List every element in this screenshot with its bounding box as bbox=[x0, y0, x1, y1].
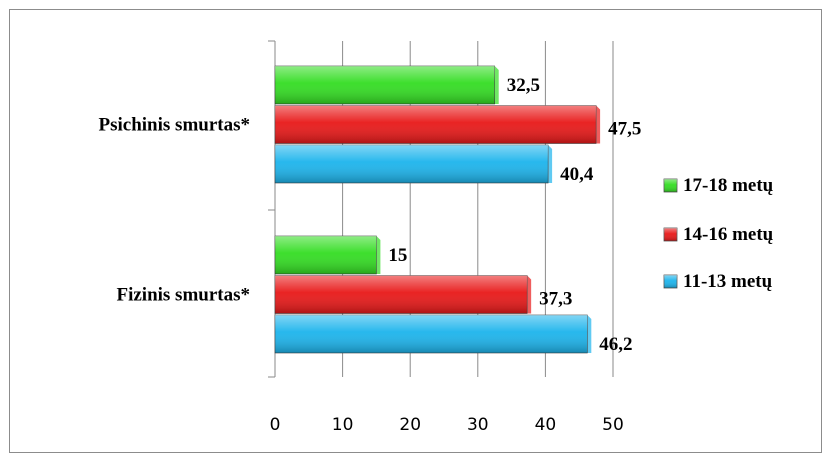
x-tick-label: 50 bbox=[602, 415, 624, 435]
bar-shading bbox=[275, 66, 495, 104]
legend-label: 11-13 metų bbox=[683, 271, 773, 292]
data-label: 40,4 bbox=[560, 164, 594, 185]
data-label: 47,5 bbox=[608, 119, 641, 140]
bar-side bbox=[527, 275, 532, 314]
bar-shading bbox=[275, 105, 597, 144]
x-tick-label: 0 bbox=[270, 415, 281, 435]
legend-label: 17-18 metų bbox=[683, 175, 774, 196]
legend-swatch-shading bbox=[664, 179, 677, 192]
bar-side bbox=[596, 105, 601, 144]
legend-swatch-shading bbox=[664, 228, 677, 241]
bar-side bbox=[494, 66, 499, 104]
bar-side bbox=[548, 145, 553, 183]
legend-swatch-shading bbox=[664, 275, 677, 288]
bar-shading bbox=[275, 315, 588, 353]
data-label: 37,3 bbox=[539, 289, 572, 310]
bar-shading bbox=[275, 275, 528, 314]
data-label: 32,5 bbox=[507, 75, 540, 96]
data-label: 15 bbox=[388, 245, 407, 266]
x-tick-label: 20 bbox=[399, 415, 421, 435]
bar-shading bbox=[275, 145, 549, 183]
bar-side bbox=[587, 315, 592, 353]
x-tick-label: 40 bbox=[535, 415, 557, 435]
category-label: Fizinis smurtas* bbox=[116, 285, 250, 306]
bar-side bbox=[376, 236, 381, 274]
legend-label: 14-16 metų bbox=[683, 224, 774, 245]
x-tick-label: 30 bbox=[467, 415, 489, 435]
data-label: 46,2 bbox=[599, 334, 632, 355]
category-label: Psichinis smurtas* bbox=[99, 115, 251, 136]
bar-shading bbox=[275, 236, 377, 274]
x-tick-label: 10 bbox=[332, 415, 354, 435]
